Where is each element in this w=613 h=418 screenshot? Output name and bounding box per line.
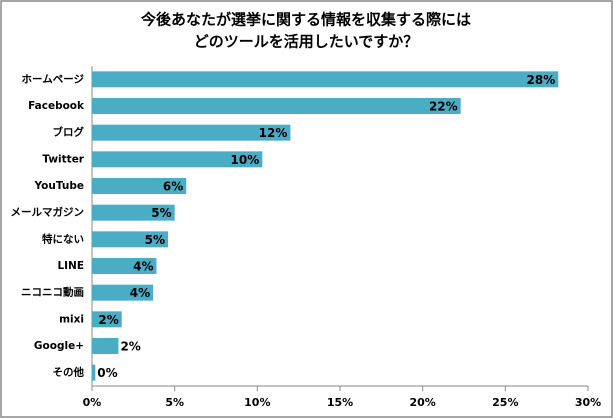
bar bbox=[92, 178, 187, 194]
x-tick-label: 15% bbox=[327, 396, 353, 409]
value-label: 10% bbox=[231, 153, 260, 167]
y-tick-label: その他 bbox=[53, 366, 85, 379]
bar bbox=[92, 364, 96, 381]
x-tick-label: 25% bbox=[492, 396, 518, 409]
bar bbox=[92, 338, 119, 354]
bar bbox=[92, 284, 154, 301]
x-tick-label: 0% bbox=[83, 396, 102, 409]
y-tick-label: メールマガジン bbox=[11, 206, 85, 219]
bar bbox=[92, 258, 157, 274]
bar bbox=[92, 311, 122, 328]
value-label: 4% bbox=[133, 260, 153, 274]
y-tick-label: YouTube bbox=[34, 180, 84, 192]
bar bbox=[92, 71, 559, 88]
y-tick-label: LINE bbox=[57, 260, 84, 272]
value-label: 0% bbox=[97, 366, 117, 380]
value-label: 28% bbox=[527, 73, 556, 87]
y-tick-label: ブログ bbox=[53, 126, 85, 139]
chart-title: どのツールを活用したいですか？ bbox=[194, 33, 419, 51]
y-tick-label: 特にない bbox=[42, 232, 84, 245]
y-tick-label: Twitter bbox=[42, 153, 84, 165]
value-label: 22% bbox=[429, 100, 458, 114]
value-label: 2% bbox=[120, 340, 140, 354]
x-tick-label: 5% bbox=[165, 396, 184, 409]
x-tick-label: 10% bbox=[244, 396, 270, 409]
bar bbox=[92, 151, 263, 168]
bar bbox=[92, 124, 291, 141]
bar bbox=[92, 231, 169, 248]
value-label: 6% bbox=[163, 180, 183, 194]
chart-title: 今後あなたが選挙に関する情報を収集する際には bbox=[140, 11, 471, 29]
y-tick-label: ホームページ bbox=[22, 73, 85, 85]
x-tick-label: 30% bbox=[575, 396, 601, 409]
y-tick-label: ニコニコ動画 bbox=[21, 286, 84, 299]
value-label: 4% bbox=[130, 286, 150, 300]
y-tick-label: mixi bbox=[59, 313, 84, 325]
x-tick-label: 20% bbox=[409, 396, 435, 409]
value-label: 12% bbox=[259, 126, 288, 140]
value-label: 5% bbox=[151, 206, 171, 220]
value-label: 5% bbox=[145, 233, 165, 247]
bar bbox=[92, 98, 461, 114]
y-tick-label: Facebook bbox=[28, 100, 85, 112]
value-label: 2% bbox=[98, 313, 118, 327]
bar bbox=[92, 204, 175, 221]
y-tick-label: Google+ bbox=[34, 340, 84, 352]
